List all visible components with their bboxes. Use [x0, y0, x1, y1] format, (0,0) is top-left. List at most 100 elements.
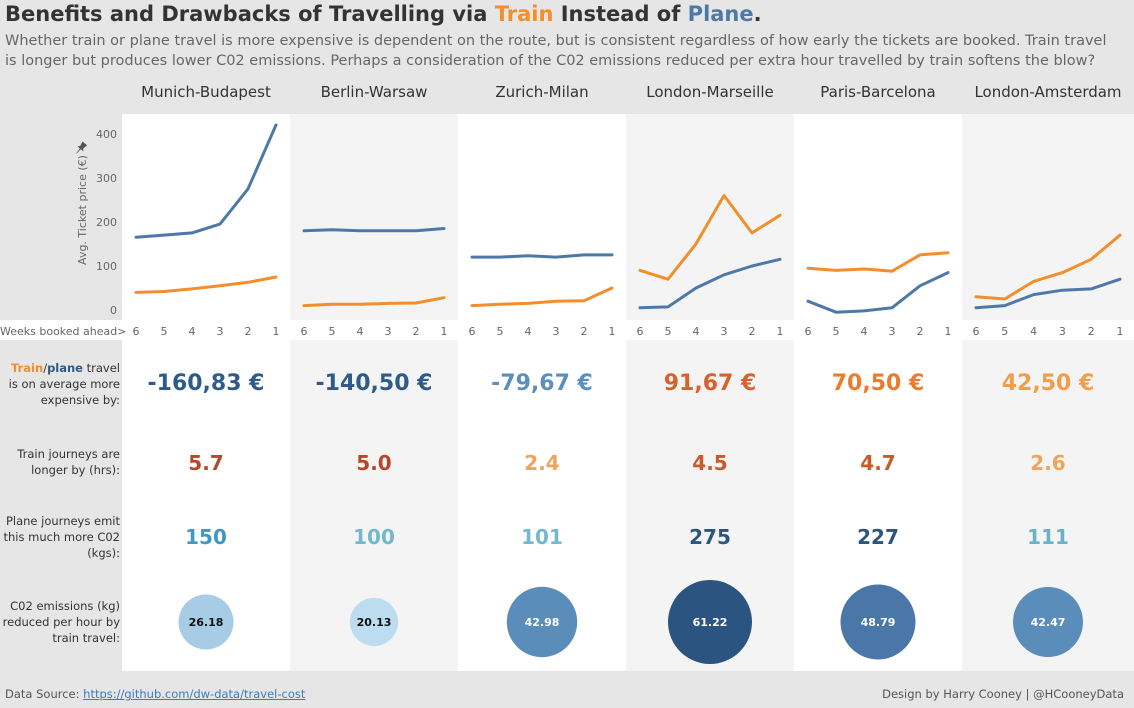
- y-tick-label: 0: [110, 304, 117, 317]
- x-tick-label: 5: [833, 325, 840, 338]
- title-middle: Instead of: [553, 2, 688, 26]
- line-train-5: [806, 251, 950, 273]
- pin-icon: [76, 141, 88, 154]
- row-label-train-word: Train: [11, 361, 44, 375]
- route-header-1: Munich-Budapest: [141, 83, 271, 101]
- y-tick-label: 400: [96, 128, 117, 141]
- x-tick-label: 5: [1001, 325, 1008, 338]
- panel-background-2: [290, 114, 458, 671]
- co2-bubble-label-5: 48.79: [861, 616, 896, 629]
- footer-source-link[interactable]: https://github.com/dw-data/travel-cost: [83, 687, 306, 701]
- price-diff-5: 70,50 €: [831, 371, 925, 396]
- line-train-3: [470, 286, 614, 308]
- x-tick-label: 6: [301, 325, 308, 338]
- longer-hrs-3: 2.4: [524, 451, 560, 475]
- x-tick-label: 3: [721, 325, 728, 338]
- extra-co2-1: 150: [185, 525, 227, 549]
- x-tick-label: 5: [329, 325, 336, 338]
- price-diff-3: -79,67 €: [491, 371, 593, 396]
- x-tick-label: 1: [1117, 325, 1124, 338]
- row-label-plane-word: plane: [47, 361, 83, 375]
- line-train-6: [974, 233, 1122, 301]
- x-tick-label: 1: [777, 325, 784, 338]
- price-diff-4: 91,67 €: [663, 371, 757, 396]
- line-train-4: [638, 194, 782, 281]
- x-tick-label: 5: [665, 325, 672, 338]
- route-header-2: Berlin-Warsaw: [320, 83, 428, 101]
- line-plane-3: [470, 253, 614, 259]
- panel-background-1: [122, 114, 290, 671]
- x-axis-band: [0, 320, 1134, 340]
- panel-background-3: [458, 114, 626, 671]
- x-tick-label: 3: [385, 325, 392, 338]
- footer-source-label: Data Source:: [5, 687, 84, 701]
- panel-background-4: [626, 114, 794, 671]
- x-tick-label: 1: [273, 325, 280, 338]
- x-tick-label: 5: [497, 325, 504, 338]
- x-tick-label: 2: [917, 325, 924, 338]
- route-header-4: London-Marseille: [646, 83, 774, 101]
- x-tick-label: 4: [525, 325, 532, 338]
- co2-bubble-label-1: 26.18: [189, 616, 224, 629]
- extra-co2-3: 101: [521, 525, 563, 549]
- x-tick-label: 6: [469, 325, 476, 338]
- x-tick-label: 4: [861, 325, 868, 338]
- price-diff-6: 42,50 €: [1001, 371, 1095, 396]
- line-plane-6: [974, 277, 1122, 310]
- panel-background-5: [794, 114, 962, 671]
- line-plane-5: [806, 271, 950, 314]
- x-tick-label: 4: [189, 325, 196, 338]
- line-plane-4: [638, 257, 782, 310]
- longer-hrs-2: 5.0: [356, 451, 392, 475]
- x-tick-label: 1: [945, 325, 952, 338]
- title-suffix: .: [753, 2, 762, 26]
- longer-hrs-1: 5.7: [188, 451, 224, 475]
- co2-bubble-1: [178, 594, 234, 650]
- x-tick-label: 3: [1059, 325, 1066, 338]
- y-tick-label: 100: [96, 260, 117, 273]
- title-prefix: Benefits and Drawbacks of Travelling via: [5, 2, 495, 26]
- longer-hrs-6: 2.6: [1030, 451, 1066, 475]
- co2-bubble-label-4: 61.22: [693, 616, 728, 629]
- row-label-emit: Plane journeys emit this much more C02 (…: [3, 514, 120, 560]
- x-tick-label: 2: [581, 325, 588, 338]
- co2-bubble-4: [668, 580, 752, 664]
- row-label-co2-per-hour: C02 emissions (kg) reduced per hour by t…: [2, 599, 120, 645]
- x-tick-label: 5: [161, 325, 168, 338]
- x-tick-label: 2: [245, 325, 252, 338]
- footer-source: Data Source: https://github.com/dw-data/…: [5, 687, 305, 701]
- price-diff-2: -140,50 €: [315, 371, 433, 396]
- x-tick-label: 2: [749, 325, 756, 338]
- extra-co2-4: 275: [689, 525, 731, 549]
- title-train-word: Train: [494, 2, 554, 26]
- co2-bubble-3: [506, 586, 578, 658]
- price-diff-1: -160,83 €: [147, 371, 265, 396]
- x-tick-label: 4: [357, 325, 364, 338]
- line-train-1: [134, 275, 278, 294]
- line-train-2: [302, 296, 446, 308]
- x-tick-label: 6: [133, 325, 140, 338]
- page-title: Benefits and Drawbacks of Travelling via…: [5, 2, 762, 26]
- co2-bubble-label-6: 42.47: [1031, 616, 1066, 629]
- x-tick-label: 3: [217, 325, 224, 338]
- co2-bubble-6: [1013, 587, 1083, 657]
- x-tick-label: 2: [1088, 325, 1095, 338]
- x-tick-label: 4: [1030, 325, 1037, 338]
- x-tick-label: 6: [637, 325, 644, 338]
- co2-bubble-2: [349, 597, 399, 647]
- x-axis-caption: Weeks booked ahead>: [0, 325, 126, 338]
- longer-hrs-4: 4.5: [692, 451, 728, 475]
- longer-hrs-5: 4.7: [860, 451, 896, 475]
- line-plane-2: [302, 227, 446, 233]
- x-tick-label: 6: [805, 325, 812, 338]
- co2-bubble-label-3: 42.98: [525, 616, 560, 629]
- panel-background-6: [962, 114, 1134, 671]
- y-tick-label: 200: [96, 216, 117, 229]
- x-tick-label: 3: [553, 325, 560, 338]
- extra-co2-2: 100: [353, 525, 395, 549]
- title-plane-word: Plane: [687, 2, 754, 26]
- x-tick-label: 1: [609, 325, 616, 338]
- extra-co2-5: 227: [857, 525, 899, 549]
- co2-bubble-5: [840, 584, 916, 660]
